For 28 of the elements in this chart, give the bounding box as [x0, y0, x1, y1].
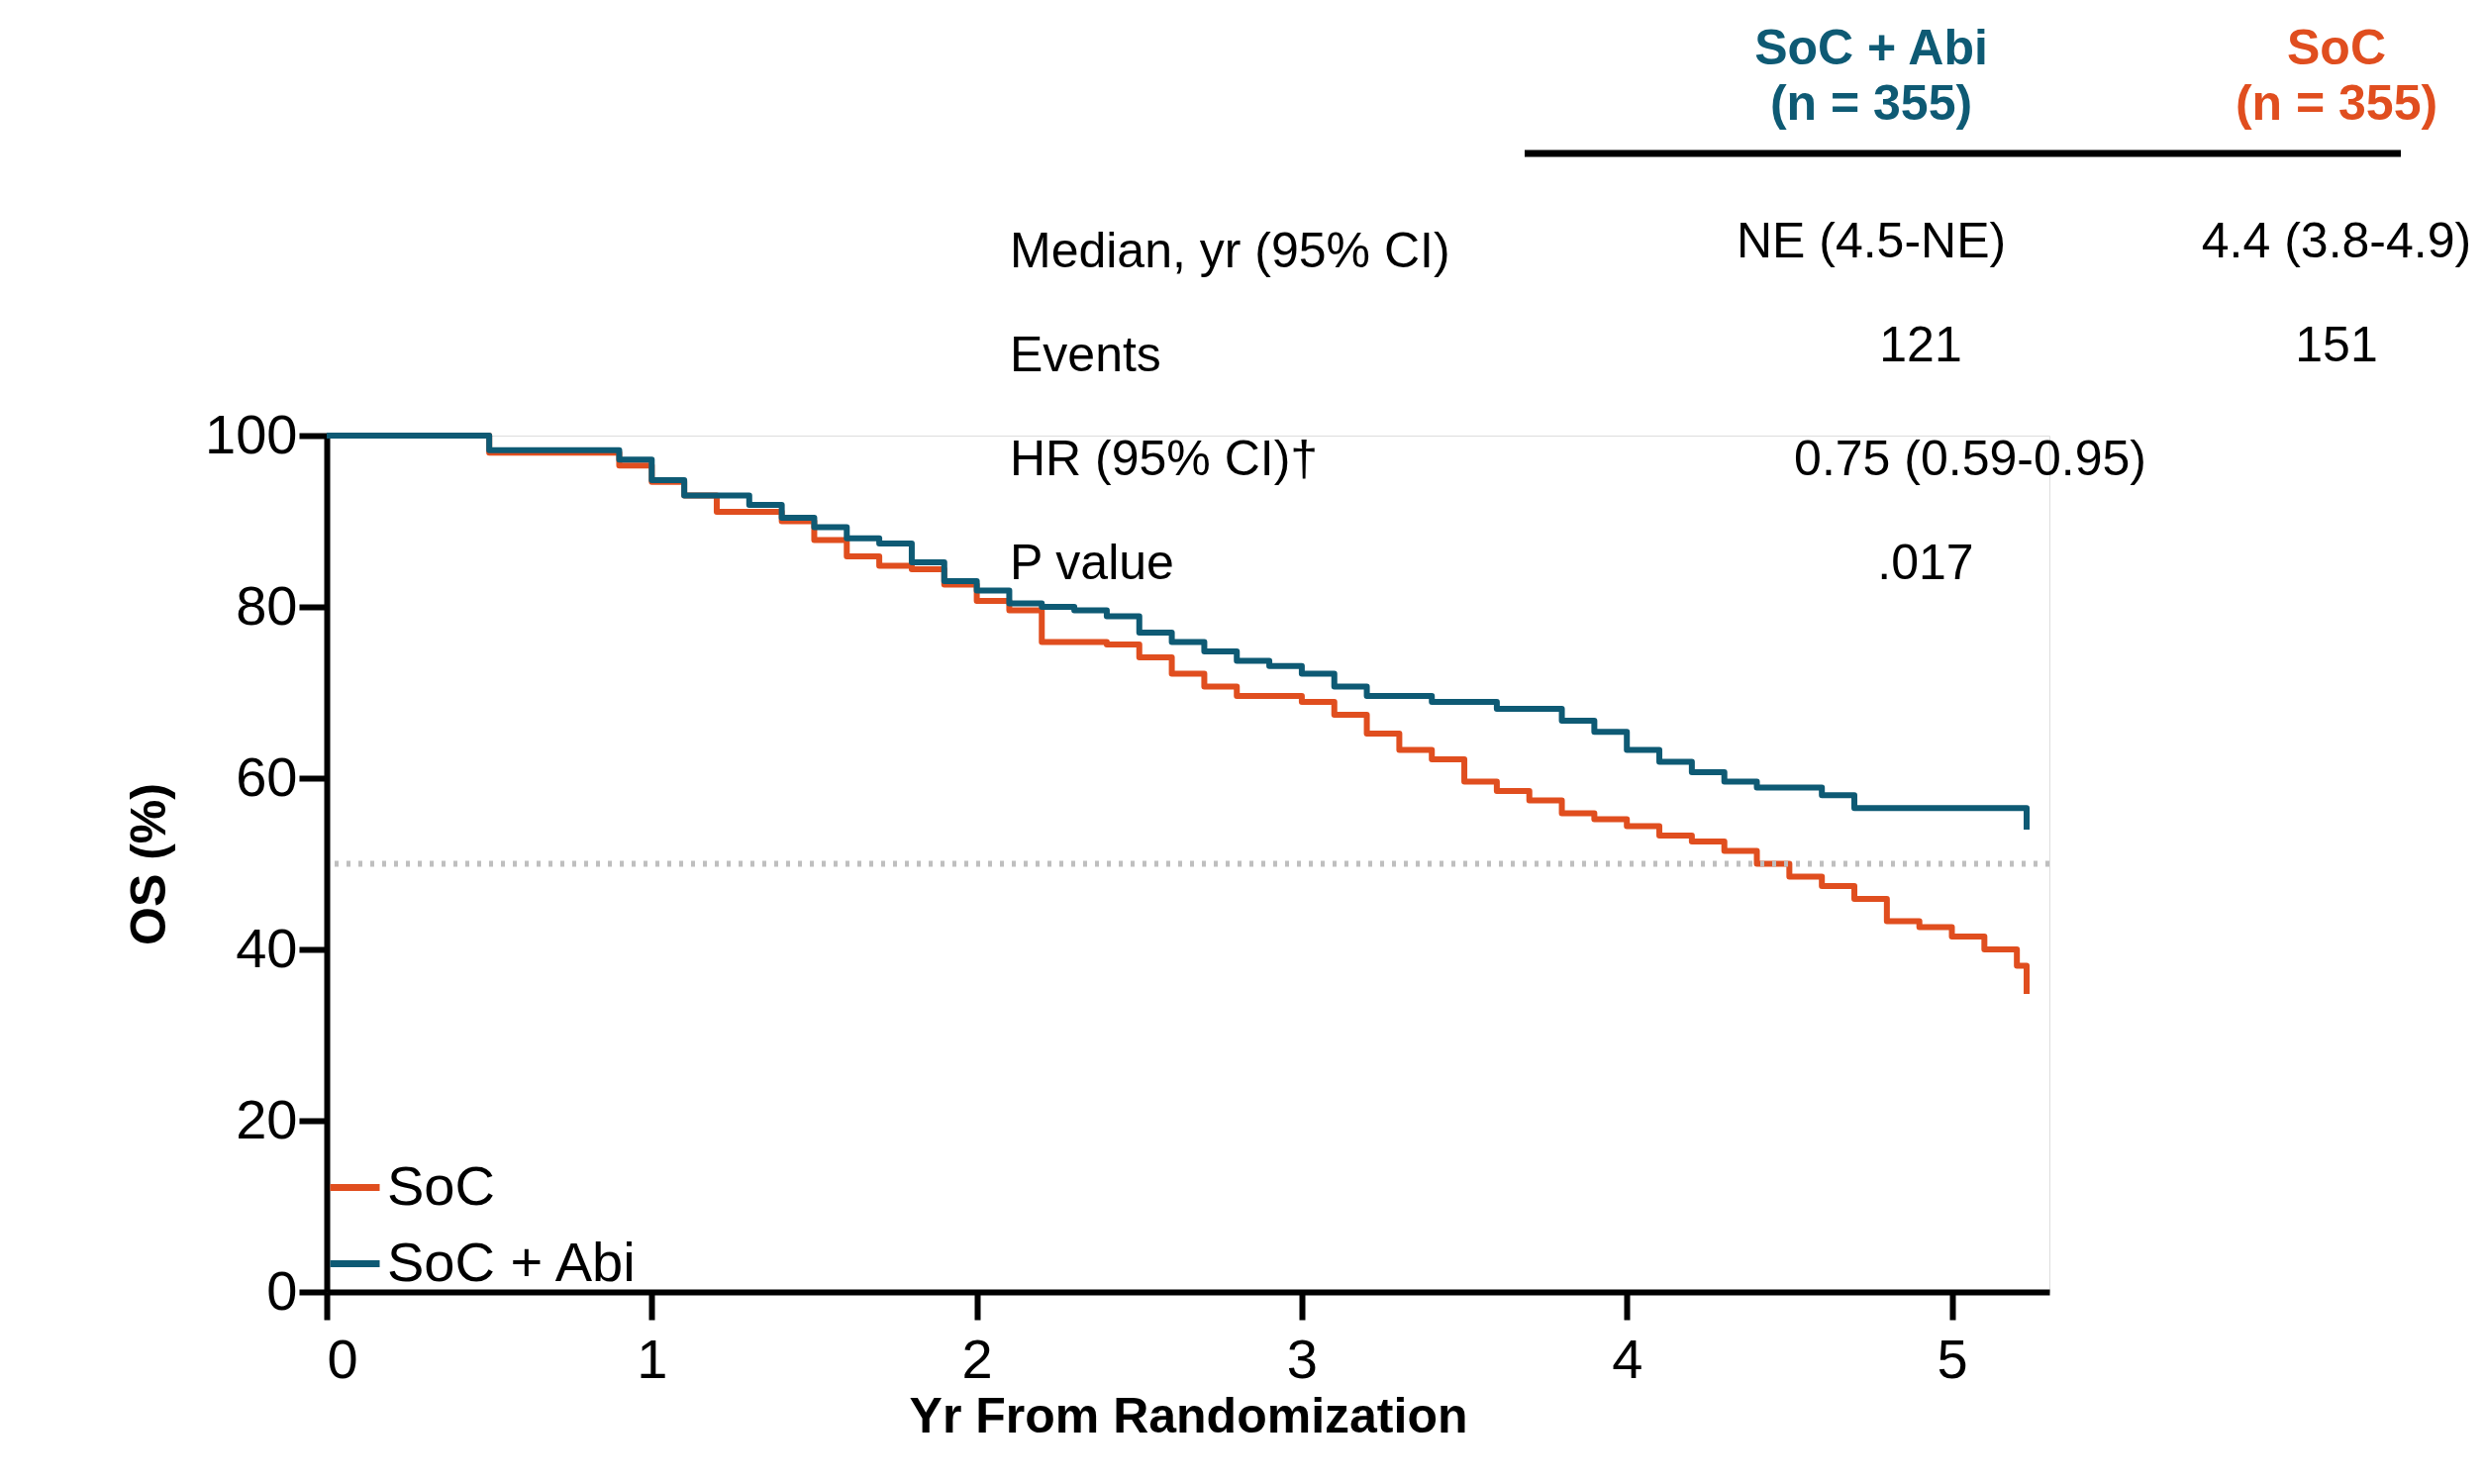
x-tick-label: 2: [961, 1327, 993, 1390]
y-tick-label: 60: [236, 744, 298, 808]
legend-label: SoC + Abi: [387, 1230, 636, 1293]
text: SoC (n = 355): [2235, 20, 2438, 131]
text: 151: [2295, 317, 2378, 372]
text: 121: [1879, 317, 1962, 372]
y-tick-label: 40: [236, 916, 298, 979]
annotation: .017: [1877, 535, 1974, 590]
x-tick-label: 3: [1286, 1327, 1318, 1390]
annotation: P value: [1010, 535, 1174, 590]
y-axis-title: OS (%): [121, 783, 177, 945]
annotation: HR (95% CI)†: [1010, 431, 1319, 486]
x-tick-label: 5: [1937, 1327, 1968, 1390]
annotation: 0.75 (0.59-0.95): [1794, 431, 2146, 486]
y-tick-label: 80: [236, 573, 298, 637]
text: SoC + Abi (n = 355): [1754, 20, 1988, 131]
text: NE (4.5-NE): [1736, 213, 2007, 268]
y-tick-label: 20: [236, 1087, 298, 1150]
text: Median, yr (95% CI): [1010, 223, 1450, 278]
x-tick-label: 4: [1612, 1327, 1643, 1390]
text: Events: [1010, 327, 1161, 382]
legend-label: SoC: [387, 1153, 495, 1217]
x-tick-label: 1: [637, 1327, 668, 1390]
x-tick-label: 0: [327, 1327, 358, 1390]
y-tick-label: 100: [205, 402, 298, 465]
y-tick-label: 0: [266, 1258, 298, 1322]
text: 4.4 (3.8-4.9): [2201, 213, 2472, 268]
x-axis-title: Yr From Randomization: [909, 1387, 1468, 1443]
